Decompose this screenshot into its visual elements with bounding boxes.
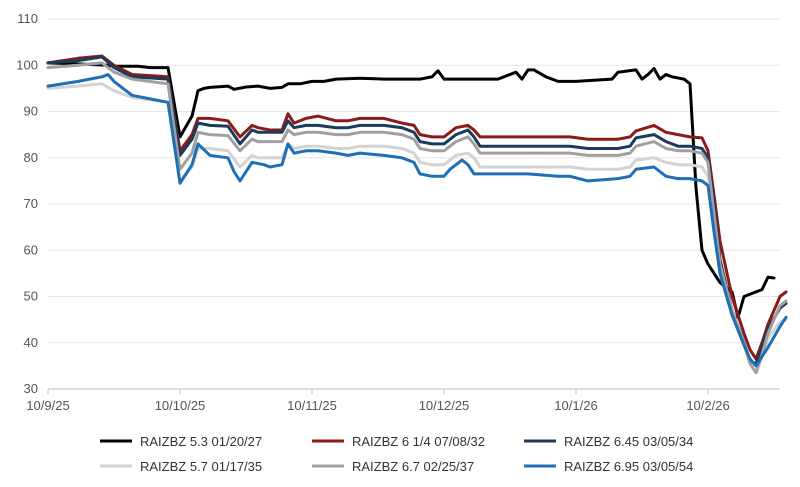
series-line-6 xyxy=(46,73,788,368)
legend-label: RAIZBZ 5.7 01/17/35 xyxy=(140,459,262,474)
series-line-5 xyxy=(46,61,788,375)
y-tick-label: 80 xyxy=(24,150,38,165)
legend-label: RAIZBZ 6.45 03/05/34 xyxy=(564,434,693,449)
legend-label: RAIZBZ 5.3 01/20/27 xyxy=(140,434,262,449)
y-tick-label: 90 xyxy=(24,104,38,119)
x-tick-label: 10/1/26 xyxy=(554,398,597,413)
y-tick-label: 110 xyxy=(17,11,38,26)
x-tick-label: 10/10/25 xyxy=(155,398,206,413)
y-tick-label: 60 xyxy=(24,242,38,257)
x-tick-label: 10/9/25 xyxy=(26,398,69,413)
y-axis: 30 40 50 60 70 80 90 100 110 xyxy=(16,11,38,396)
x-tick-label: 10/11/25 xyxy=(287,398,337,413)
legend-label: RAIZBZ 6.7 02/25/37 xyxy=(352,459,474,474)
series-line-1 xyxy=(46,61,776,319)
y-tick-label: 100 xyxy=(16,57,38,72)
legend: RAIZBZ 5.3 01/20/27 RAIZBZ 6 1/4 07/08/32… xyxy=(100,434,693,474)
x-tick-label: 10/12/25 xyxy=(419,398,470,413)
series-lines xyxy=(46,54,788,375)
gridlines xyxy=(48,18,780,390)
y-tick-label: 70 xyxy=(24,196,38,211)
y-tick-label: 30 xyxy=(24,381,38,396)
legend-label: RAIZBZ 6.95 03/05/54 xyxy=(564,459,693,474)
y-tick-label: 40 xyxy=(24,335,38,350)
x-axis: 10/9/25 10/10/25 10/11/25 10/12/25 10/1/26 10… xyxy=(26,389,730,413)
y-tick-label: 50 xyxy=(24,289,38,304)
x-tick-label: 10/2/26 xyxy=(686,398,729,413)
series-line-3 xyxy=(46,55,788,366)
legend-label: RAIZBZ 6 1/4 07/08/32 xyxy=(352,434,485,449)
series-line-4 xyxy=(46,82,788,375)
